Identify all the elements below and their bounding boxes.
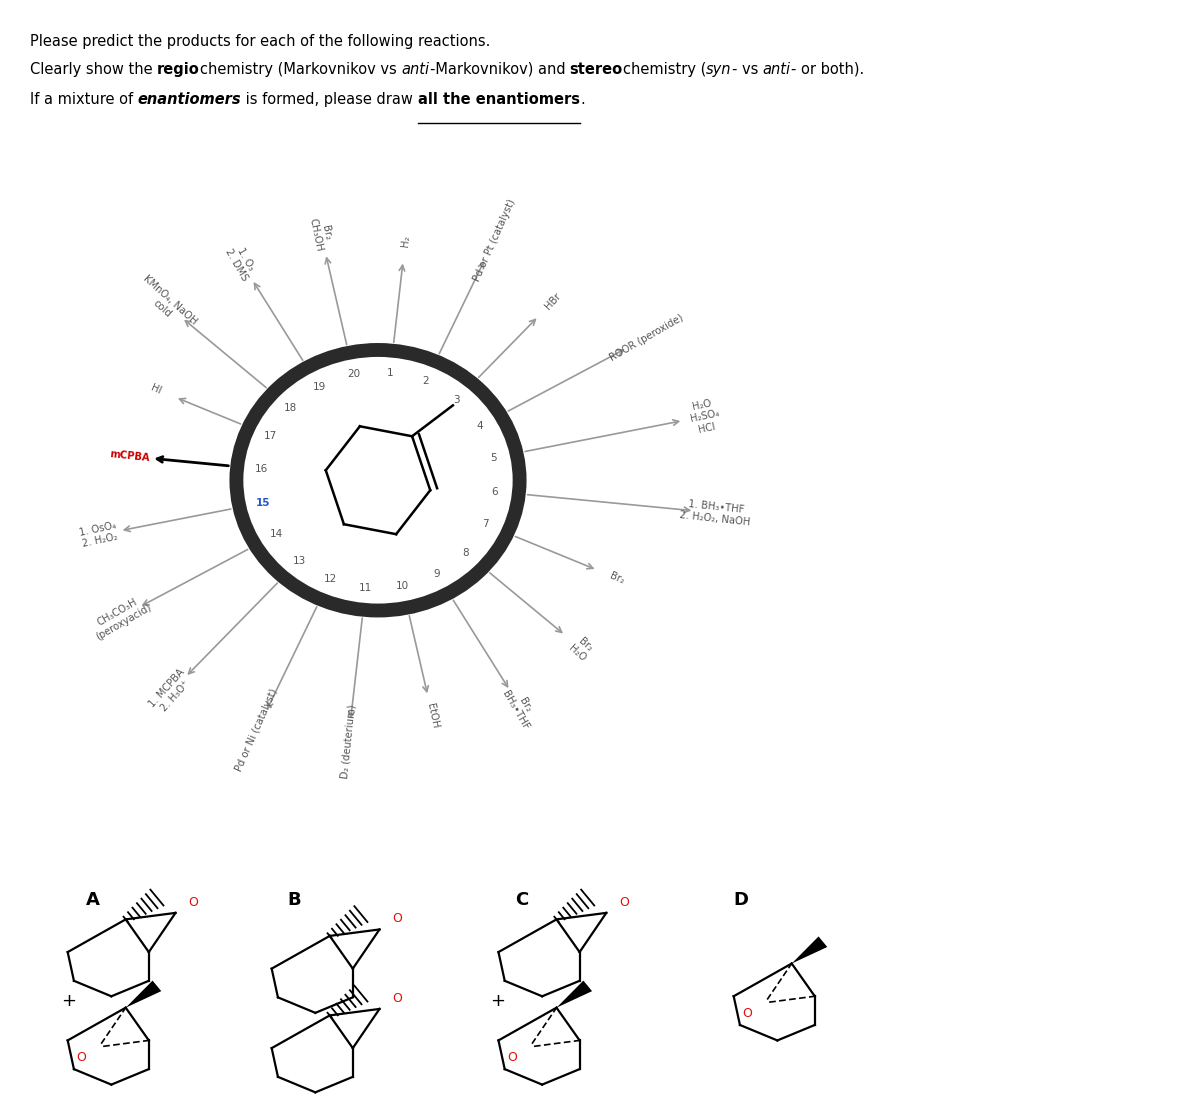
Text: 1. OsO₄
2. H₂O₂: 1. OsO₄ 2. H₂O₂ — [78, 520, 119, 550]
Text: Please predict the products for each of the following reactions.: Please predict the products for each of … — [30, 34, 491, 50]
Text: Br₂
BH₃•THF: Br₂ BH₃•THF — [500, 683, 541, 732]
Text: O: O — [392, 991, 402, 1005]
Text: If a mixture of: If a mixture of — [30, 92, 138, 107]
Text: 19: 19 — [312, 382, 326, 392]
Text: 1. O₃
2. DMS: 1. O₃ 2. DMS — [223, 242, 259, 283]
Text: 15: 15 — [256, 498, 270, 508]
Text: mCPBA: mCPBA — [109, 449, 150, 464]
Text: Pd or Ni (catalyst): Pd or Ni (catalyst) — [234, 688, 280, 773]
Text: 11: 11 — [359, 583, 372, 593]
Text: 10: 10 — [396, 581, 409, 591]
Text: 5: 5 — [490, 453, 497, 463]
Text: O: O — [619, 895, 629, 909]
Text: 4: 4 — [476, 421, 484, 432]
Text: chemistry (: chemistry ( — [623, 62, 707, 77]
Text: KMnO₄, NaOH
cold: KMnO₄, NaOH cold — [133, 274, 198, 336]
Text: -Markovnikov) and: -Markovnikov) and — [430, 62, 570, 77]
Text: O: O — [76, 1051, 86, 1064]
Text: 1. BH₃•THF
2. H₂O₂, NaOH: 1. BH₃•THF 2. H₂O₂, NaOH — [679, 498, 752, 528]
Text: - or both).: - or both). — [791, 62, 864, 77]
Text: O: O — [188, 895, 198, 909]
Polygon shape — [557, 980, 592, 1008]
Text: Pd or Pt (catalyst): Pd or Pt (catalyst) — [472, 198, 517, 283]
Text: Br₂: Br₂ — [608, 571, 626, 586]
Text: 20: 20 — [347, 370, 360, 380]
Text: all the enantiomers: all the enantiomers — [418, 92, 580, 107]
Text: 18: 18 — [284, 403, 298, 413]
Text: A: A — [85, 891, 100, 909]
Text: 17: 17 — [264, 432, 277, 442]
Text: 12: 12 — [324, 574, 337, 584]
Text: Clearly show the: Clearly show the — [30, 62, 157, 77]
Text: anti: anti — [763, 62, 791, 77]
Text: chemistry (Markovnikov vs: chemistry (Markovnikov vs — [200, 62, 401, 77]
Circle shape — [242, 355, 514, 605]
Text: O: O — [506, 1051, 517, 1064]
Text: B: B — [287, 891, 301, 909]
Text: 1. MCPBA
2. H₃O⁺: 1. MCPBA 2. H₃O⁺ — [146, 667, 194, 716]
Text: Br₂
H₂O: Br₂ H₂O — [566, 634, 595, 664]
Text: 3: 3 — [454, 395, 460, 405]
Text: +: + — [61, 992, 76, 1010]
Text: .: . — [580, 92, 584, 107]
Text: D₂ (deuterium): D₂ (deuterium) — [340, 704, 358, 779]
Text: 2: 2 — [422, 376, 430, 386]
Text: HI: HI — [149, 382, 162, 395]
Text: 6: 6 — [492, 487, 498, 497]
Text: +: + — [491, 992, 505, 1010]
Text: D: D — [733, 891, 748, 909]
Text: 9: 9 — [433, 569, 440, 578]
Text: regio: regio — [157, 62, 200, 77]
Text: 14: 14 — [270, 529, 283, 540]
Text: O: O — [392, 912, 402, 925]
Text: ROOR (peroxide): ROOR (peroxide) — [607, 312, 685, 363]
Text: O: O — [742, 1007, 752, 1020]
Text: Br₂
CH₃OH: Br₂ CH₃OH — [307, 215, 335, 253]
Polygon shape — [126, 980, 161, 1008]
Text: 13: 13 — [293, 555, 306, 565]
Text: CH₃CO₃H
(peroxyacid): CH₃CO₃H (peroxyacid) — [88, 592, 152, 643]
Text: 16: 16 — [254, 464, 268, 474]
Text: anti: anti — [401, 62, 430, 77]
Polygon shape — [792, 936, 827, 964]
Text: C: C — [515, 891, 529, 909]
Text: HBr: HBr — [544, 291, 563, 311]
Text: syn: syn — [707, 62, 732, 77]
Text: enantiomers: enantiomers — [138, 92, 241, 107]
Text: 8: 8 — [462, 548, 469, 558]
Text: 7: 7 — [482, 519, 488, 529]
Text: H₂O
H₂SO₄
HCl: H₂O H₂SO₄ HCl — [686, 397, 722, 436]
Text: H₂: H₂ — [400, 235, 410, 247]
Text: 1: 1 — [386, 368, 394, 378]
Text: - vs: - vs — [732, 62, 763, 77]
Text: stereo: stereo — [570, 62, 623, 77]
Text: EtOH: EtOH — [425, 702, 440, 729]
Text: is formed, please draw: is formed, please draw — [241, 92, 418, 107]
